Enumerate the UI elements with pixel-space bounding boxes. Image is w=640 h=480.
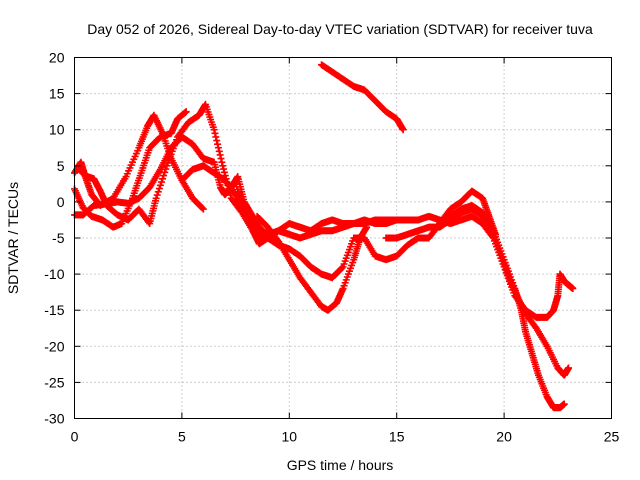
- series-track-2: [71, 108, 190, 231]
- data-point: [182, 108, 190, 116]
- data-point: [156, 181, 164, 189]
- chart-title: Day 052 of 2026, Sidereal Day-to-day VTE…: [87, 21, 593, 37]
- data-point: [213, 137, 221, 145]
- y-tick-label: 5: [57, 158, 65, 174]
- x-tick-label: 0: [71, 429, 79, 445]
- data-point: [338, 264, 346, 272]
- y-tick-label: 15: [49, 86, 65, 102]
- data-point: [220, 165, 228, 173]
- data-point: [219, 162, 227, 170]
- data-point: [160, 172, 168, 180]
- data-point: [560, 400, 568, 408]
- y-tick-label: -5: [52, 230, 65, 246]
- data-point: [157, 178, 165, 186]
- data-point: [211, 129, 219, 137]
- data-point: [218, 158, 226, 166]
- data-point: [220, 168, 228, 176]
- data-point: [152, 194, 160, 202]
- y-tick-label: -25: [44, 374, 64, 390]
- data-point: [155, 185, 163, 193]
- x-tick-label: 20: [496, 429, 512, 445]
- data-point: [159, 175, 167, 183]
- grid-lines: [74, 57, 612, 419]
- y-tick-label: 20: [49, 50, 65, 66]
- y-tick-label: 10: [49, 122, 65, 138]
- data-point: [399, 126, 407, 134]
- series-track-9: [318, 61, 407, 134]
- series-track-4: [71, 133, 257, 220]
- data-point: [363, 223, 371, 231]
- data-point: [569, 285, 577, 293]
- data-point: [214, 140, 222, 148]
- y-tick-label: -20: [44, 338, 64, 354]
- data-point: [210, 126, 218, 134]
- x-tick-label: 5: [178, 429, 186, 445]
- x-tick-label: 25: [604, 429, 620, 445]
- data-point: [199, 205, 207, 213]
- series-track-10: [382, 205, 573, 379]
- data-point: [154, 188, 162, 196]
- data-point: [161, 168, 169, 176]
- series-track-11: [436, 202, 568, 412]
- data-point: [214, 144, 222, 152]
- data-point: [215, 147, 223, 155]
- x-tick-label: 10: [282, 429, 298, 445]
- data-point: [198, 204, 206, 212]
- data-point: [153, 191, 161, 199]
- x-axis-label: GPS time / hours: [287, 457, 394, 473]
- x-tick-label: 15: [389, 429, 405, 445]
- series-track-8: [253, 212, 371, 314]
- data-point: [216, 151, 224, 159]
- y-tick-label: 0: [57, 194, 65, 210]
- y-tick-label: -15: [44, 302, 64, 318]
- data-point: [393, 216, 401, 224]
- data-point: [217, 155, 225, 163]
- data-point: [212, 133, 220, 141]
- axis-ticks: 0 5 10 15 20 25 20 15 10 5 0 -5 -10 -15 -20 -25 -30: [44, 50, 619, 445]
- data-series: [71, 61, 577, 412]
- data-point: [565, 364, 573, 372]
- y-axis-label: SDTVAR / TECUs: [5, 182, 21, 294]
- y-tick-label: -30: [44, 411, 64, 427]
- y-tick-label: -10: [44, 266, 64, 282]
